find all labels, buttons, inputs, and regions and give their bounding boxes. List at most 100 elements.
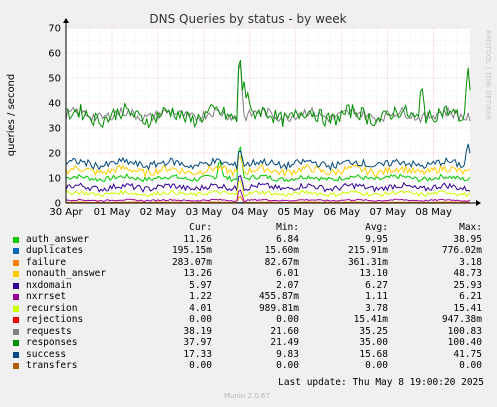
legend-series-name: success	[26, 348, 67, 360]
legend-value-cur: 37.97	[183, 337, 212, 348]
legend-row-nxrrset: nxrrset 1.22 455.87m 1.11 6.21	[10, 291, 490, 303]
legend-value-cur: 4.01	[189, 302, 212, 314]
y-tick-label: 10	[48, 174, 61, 185]
legend-value-cur: 0.00	[189, 314, 212, 325]
legend-value-max: 3.18	[459, 256, 482, 268]
legend-value-max: 0.00	[459, 360, 482, 371]
legend-value-min: 6.84	[276, 233, 299, 245]
legend-row-success: success 17.33 9.83 15.68 41.75	[10, 349, 490, 361]
legend-value-min: 15.60m	[264, 245, 299, 256]
legend-value-min: 82.67m	[264, 256, 299, 268]
series-line-auth-answer	[65, 145, 471, 183]
legend-row-auth-answer: auth_answer 11.26 6.84 9.95 38.95	[10, 234, 490, 246]
legend-series-name: transfers	[26, 360, 78, 371]
legend-series-name: nonauth_answer	[26, 268, 107, 279]
legend-value-cur: 195.15m	[171, 245, 212, 256]
x-tick-label: 02 May	[140, 207, 177, 218]
legend-value-avg: 35.25	[359, 325, 388, 337]
legend-row-nxdomain: nxdomain 5.97 2.07 6.27 25.93	[10, 280, 490, 292]
legend-series-name: auth_answer	[26, 233, 89, 245]
y-axis-arrow	[63, 18, 69, 23]
series-line-success	[65, 143, 471, 172]
series-line-recursion	[65, 179, 471, 198]
legend-swatch	[13, 351, 19, 358]
series-line-failure	[65, 196, 471, 204]
legend-value-min: 6.01	[276, 268, 299, 279]
x-tick-label: 06 May	[323, 207, 360, 218]
series-line-nxdomain	[65, 174, 471, 193]
legend-swatch	[13, 282, 19, 289]
x-tick-label: 04 May	[232, 207, 269, 218]
munin-version: Munin 2.0.67	[224, 392, 270, 400]
legend-value-max: 41.75	[453, 348, 482, 360]
legend-swatch	[13, 294, 19, 300]
legend-series-name: requests	[26, 325, 72, 337]
legend-row-responses: responses 37.97 21.49 35.00 100.40	[10, 337, 490, 349]
legend-swatch	[13, 305, 19, 312]
axes: 0 10 20 30 40 50 60 70 30 Apr 01 May 02 May 03 May 0…	[48, 18, 481, 218]
legend-swatch	[13, 248, 19, 254]
legend-value-max: 6.21	[459, 291, 482, 302]
legend-swatch	[13, 259, 19, 266]
legend-row-nonauth-answer: nonauth_answer 13.26 6.01 13.10 48.73	[10, 268, 490, 280]
legend-swatch	[13, 328, 19, 335]
legend-series-name: duplicates	[26, 245, 84, 256]
y-tick-label: 40	[48, 99, 61, 110]
legend-value-max: 947.38m	[441, 314, 482, 325]
legend-value-max: 38.95	[453, 233, 482, 245]
legend-series-name: responses	[26, 337, 78, 348]
x-tick-label: 07 May	[369, 207, 406, 218]
legend-series-name: recursion	[26, 302, 78, 314]
last-update: Last update: Thu May 8 19:00:20 2025	[278, 377, 484, 388]
x-tick-label: 01 May	[94, 207, 131, 218]
legend-value-max: 100.40	[447, 337, 482, 348]
legend-row-transfers: transfers 0.00 0.00 0.00 0.00	[10, 360, 490, 372]
y-tick-label: 70	[48, 24, 61, 35]
legend-value-cur: 38.19	[183, 325, 212, 337]
legend-value-cur: 11.26	[183, 233, 212, 245]
series-line-nxrrset	[65, 189, 471, 202]
x-tick-label: 03 May	[186, 207, 223, 218]
legend-value-max: 48.73	[453, 268, 482, 279]
legend-value-avg: 361.31m	[347, 256, 388, 268]
legend-value-min: 0.00	[276, 314, 299, 325]
legend-value-max: 15.41	[453, 302, 482, 314]
legend-value-max: 25.93	[453, 279, 482, 291]
legend-header-avg: Avg:	[365, 222, 388, 233]
legend-value-avg: 13.10	[359, 268, 388, 279]
legend-value-min: 2.07	[276, 279, 299, 291]
legend-value-avg: 3.78	[365, 302, 388, 314]
series-line-requests	[65, 63, 471, 125]
x-axis-arrow	[476, 200, 481, 206]
x-tick-label: 08 May	[415, 207, 452, 218]
x-tick-label: 30 Apr	[49, 207, 83, 218]
legend-value-min: 989.81m	[258, 302, 299, 314]
legend-swatch	[13, 363, 19, 369]
legend: Cur: Min: Avg: Max: auth_answer 11.26 6.84…	[10, 222, 490, 372]
legend-header-min: Min:	[276, 222, 299, 233]
legend-series-name: rejections	[26, 314, 84, 325]
legend-series-name: nxdomain	[26, 279, 72, 291]
legend-value-min: 21.60	[270, 325, 299, 337]
legend-swatch	[13, 340, 19, 346]
series-line-nonauth-answer	[65, 155, 471, 179]
legend-value-cur: 1.22	[189, 291, 212, 302]
legend-header-cur: Cur:	[189, 222, 212, 233]
legend-value-min: 9.83	[276, 348, 299, 360]
rrdtool-watermark: RRDTOOL / TOBI OETIKER	[484, 30, 492, 120]
legend-value-max: 776.02m	[441, 245, 482, 256]
legend-swatch	[13, 317, 19, 323]
legend-value-avg: 15.41m	[353, 314, 388, 325]
legend-swatch	[13, 236, 19, 243]
legend-value-cur: 17.33	[183, 348, 212, 360]
legend-value-min: 0.00	[276, 360, 299, 371]
series-line-responses	[65, 60, 471, 129]
legend-row-rejections: rejections 0.00 0.00 15.41m 947.38m	[10, 314, 490, 326]
x-tick-label: 05 May	[278, 207, 315, 218]
legend-value-min: 21.49	[270, 337, 299, 348]
legend-value-avg: 6.27	[365, 279, 388, 291]
legend-row-recursion: recursion 4.01 989.81m 3.78 15.41	[10, 303, 490, 315]
legend-series-name: failure	[26, 256, 67, 268]
legend-header: Cur: Min: Avg: Max:	[10, 222, 490, 234]
y-tick-label: 0	[55, 199, 61, 210]
